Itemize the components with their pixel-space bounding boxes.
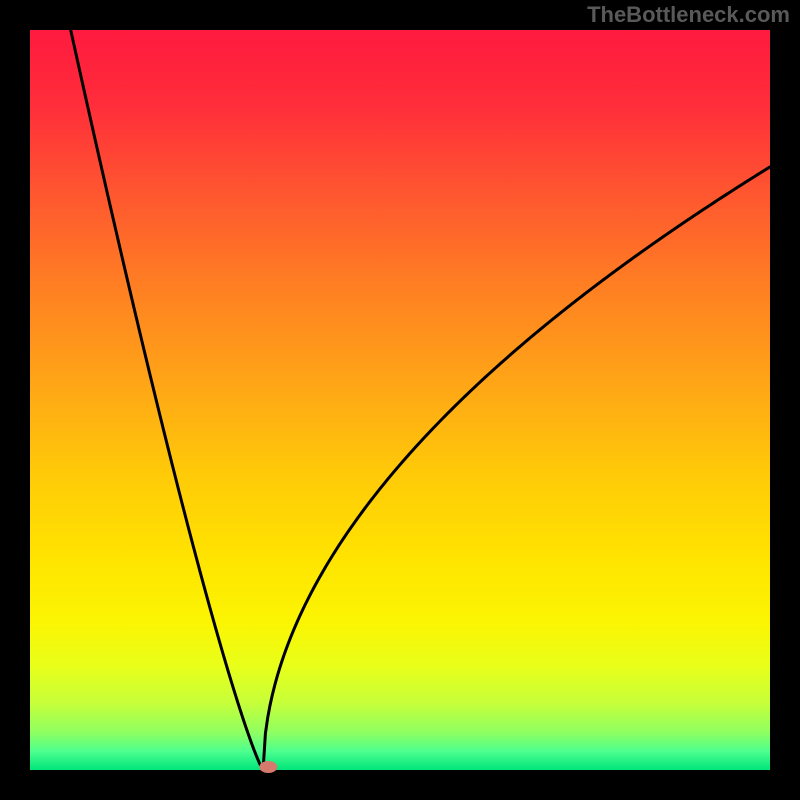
plot-background bbox=[30, 30, 770, 770]
optimal-point-marker bbox=[259, 761, 277, 773]
bottleneck-chart bbox=[0, 0, 800, 800]
watermark-text: TheBottleneck.com bbox=[587, 2, 790, 28]
chart-container: TheBottleneck.com bbox=[0, 0, 800, 800]
